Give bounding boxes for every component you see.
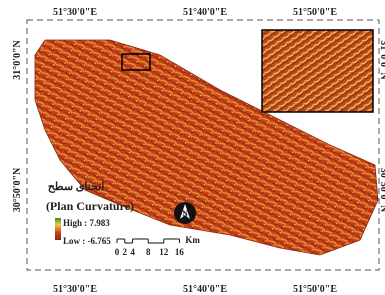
north-label: N bbox=[182, 209, 188, 218]
scale-tick-label: 2 bbox=[123, 247, 128, 257]
scale-tick-label: 16 bbox=[175, 247, 185, 257]
right-latitude: 30°50'0"N bbox=[378, 168, 385, 213]
top-longitude: 51°30'0"E bbox=[53, 7, 97, 18]
map-figure: انحنای سطح (Plan Curvature) High : 7.983… bbox=[0, 0, 385, 295]
legend-title-en: (Plan Curvature) bbox=[46, 199, 134, 213]
top-longitude: 51°40'0"E bbox=[183, 7, 227, 18]
legend-high: High : 7.983 bbox=[63, 218, 110, 228]
top-longitude: 51°50'0"E bbox=[293, 7, 337, 18]
bottom-longitude: 51°40'0"E bbox=[183, 284, 227, 295]
legend-title-fa: انحنای سطح bbox=[48, 181, 105, 193]
scale-tick-label: 8 bbox=[146, 247, 151, 257]
left-latitude: 31°0'0"N bbox=[12, 39, 23, 79]
left-latitude: 30°50'0"N bbox=[12, 167, 23, 212]
bottom-longitude: 51°30'0"E bbox=[53, 284, 97, 295]
scale-unit: Km bbox=[185, 235, 200, 245]
inset-map bbox=[262, 30, 373, 112]
scale-tick-label: 0 bbox=[115, 247, 120, 257]
scale-tick-label: 12 bbox=[159, 247, 169, 257]
right-latitude: 31°0'0"N bbox=[378, 40, 385, 80]
bottom-longitude: 51°50'0"E bbox=[293, 284, 337, 295]
scale-tick-label: 4 bbox=[130, 247, 135, 257]
legend-low: Low : -6.765 bbox=[63, 236, 111, 246]
legend-ramp bbox=[55, 218, 61, 240]
